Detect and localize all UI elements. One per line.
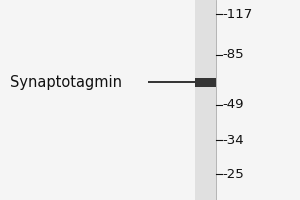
Text: -85: -85 (222, 48, 244, 62)
Bar (195, 0, 216, 200)
Text: -34: -34 (222, 134, 244, 146)
Text: -49: -49 (222, 98, 244, 112)
Text: -25: -25 (222, 168, 244, 180)
Text: -117: -117 (222, 7, 252, 21)
Text: Synaptotagmin: Synaptotagmin (10, 74, 122, 90)
Bar (195, 77, 216, 86)
